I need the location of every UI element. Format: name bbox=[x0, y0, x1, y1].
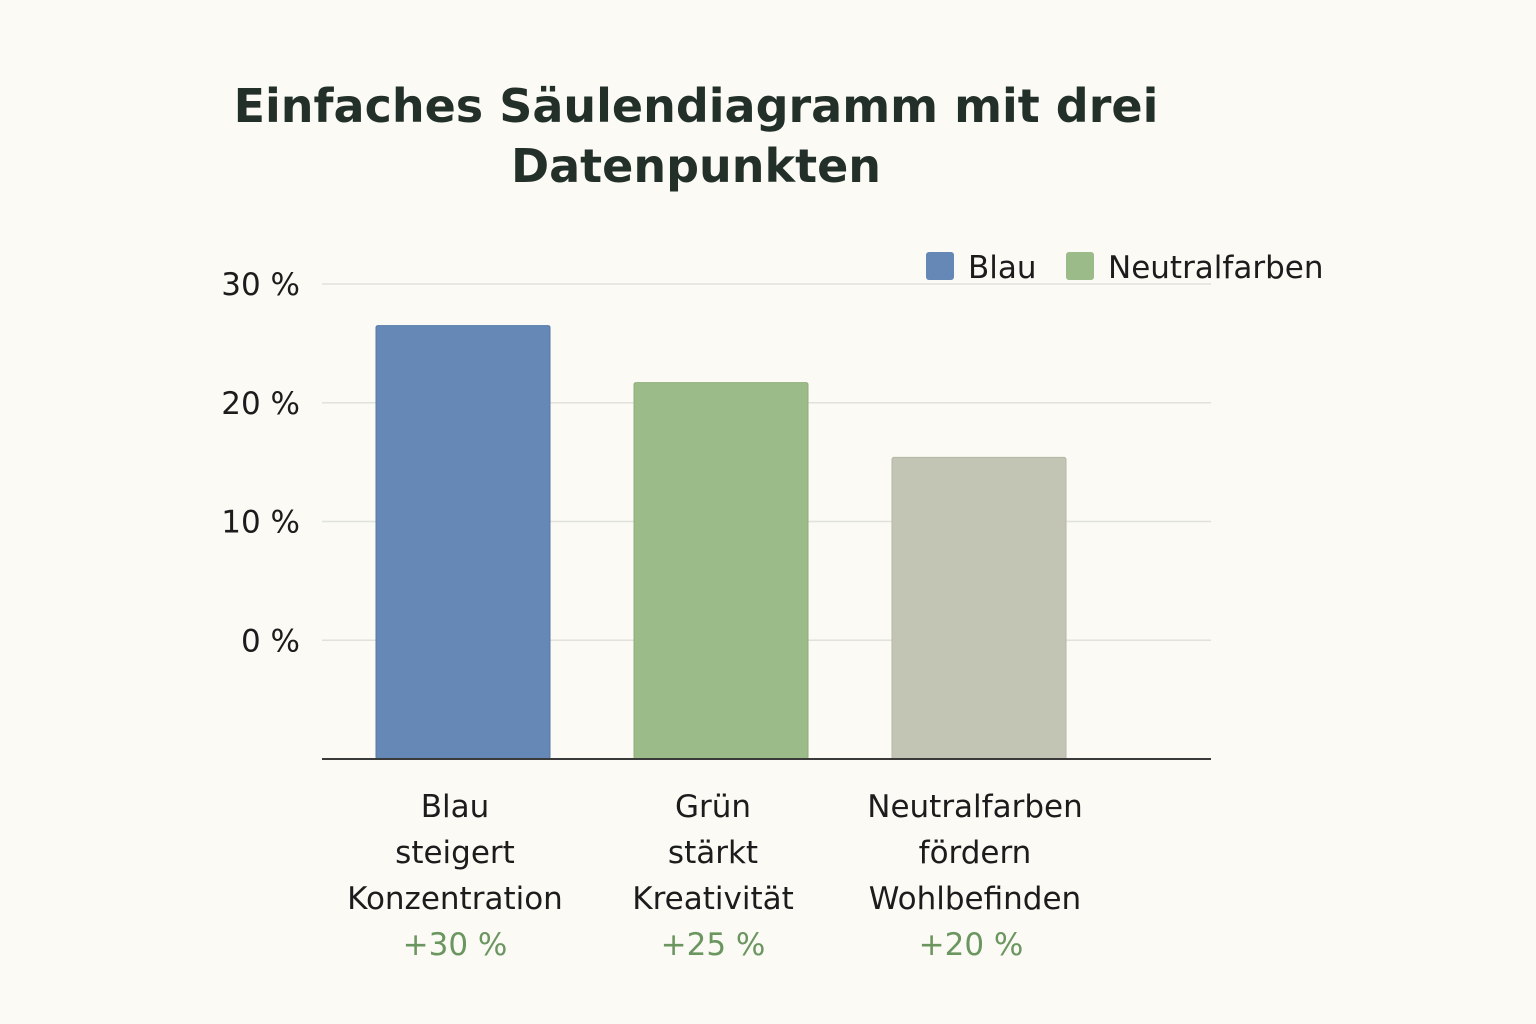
legend-label: Blau bbox=[968, 250, 1037, 286]
bar bbox=[633, 382, 809, 760]
x-tick-label: fördern bbox=[919, 835, 1032, 871]
legend-swatch bbox=[1066, 252, 1094, 280]
x-tick-label: Grün bbox=[675, 789, 751, 825]
x-tick-label: Blau bbox=[421, 789, 490, 825]
bar bbox=[891, 456, 1067, 760]
data-label: +30 % bbox=[403, 927, 508, 963]
data-label: +25 % bbox=[661, 927, 766, 963]
x-tick-label: steigert bbox=[395, 835, 515, 871]
x-tick-label: stärkt bbox=[668, 835, 758, 871]
x-tick-label: Wohlbefinden bbox=[869, 881, 1081, 917]
data-label: +20 % bbox=[919, 927, 1024, 963]
legend-label: Neutralfarben bbox=[1108, 250, 1323, 286]
y-tick-label: 10 % bbox=[221, 505, 300, 541]
x-tick-label: Kreativität bbox=[632, 881, 794, 917]
legend-swatch bbox=[926, 252, 954, 280]
x-tick-label: Neutralfarben bbox=[867, 789, 1082, 825]
y-tick-label: 0 % bbox=[241, 623, 300, 659]
y-tick-label: 20 % bbox=[221, 386, 300, 422]
y-tick-label: 30 % bbox=[221, 267, 300, 303]
bar bbox=[375, 325, 551, 760]
chart-title: Einfaches Säulendiagramm mit drei Datenp… bbox=[233, 79, 1159, 193]
x-tick-label: Konzentration bbox=[347, 881, 563, 917]
